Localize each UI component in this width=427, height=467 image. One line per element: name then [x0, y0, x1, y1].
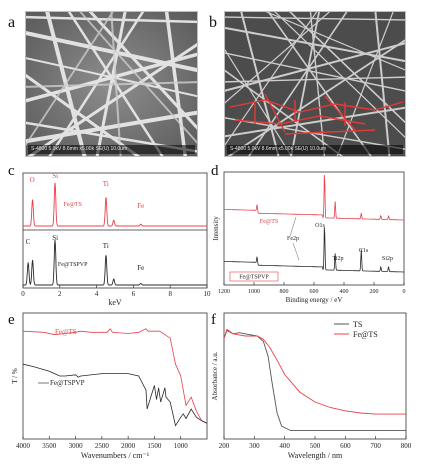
x-tick-label: 400: [340, 289, 349, 295]
eds-series-fe-tspvp: [23, 239, 207, 286]
x-tick-label: 2500: [95, 442, 110, 450]
eds-label-bottom: Fe: [137, 264, 144, 272]
ftir-label-fe-ts: Fe@TS: [55, 328, 77, 336]
plot-frame: [223, 312, 407, 440]
red-fiber-highlights: [229, 93, 404, 135]
ftir-label-fe-tspvp: Fe@TSPVP: [50, 379, 85, 387]
x-tick-label: 0: [21, 290, 25, 298]
xps-chart: 1200 1000 800 600 400 200 0 Binding energy / eV…: [212, 171, 406, 304]
xps-legend-label: Fe@TSPVP: [239, 275, 269, 281]
ftir-series-fe-ts: [22, 328, 208, 424]
eds-label-top: Si: [52, 172, 58, 180]
x-tick-label: 1500: [147, 442, 162, 450]
x-tick-label: 4: [95, 290, 99, 298]
x-tick-label: 800: [401, 442, 412, 450]
x-tick-label: 200: [219, 442, 230, 450]
x-axis-label: Wavelength / nm: [288, 451, 343, 460]
panel-label-d: d: [211, 163, 219, 179]
x-tick-label: 300: [249, 442, 260, 450]
xps-peak-label: O1s: [315, 223, 325, 229]
legend-label: TS: [353, 320, 362, 329]
eds-chart: 0 2 4 6 8 10 keV O Si Ti Fe@TS Fe C Si Ti Fe@TSPVP Fe: [21, 172, 212, 305]
x-axis-label: Wavenumbers / cm⁻¹: [81, 451, 150, 460]
x-tick-label: 6: [132, 290, 136, 298]
y-axis-label: T / %: [11, 368, 19, 384]
x-axis-label: Binding energy / eV: [286, 296, 343, 304]
eds-label-top: Fe: [137, 202, 144, 210]
panel-label-f: f: [211, 312, 216, 328]
eds-series-fe-ts: [23, 182, 207, 227]
eds-label-bottom: Fe@TSPVP: [58, 262, 88, 268]
x-tick-label: 2000: [121, 442, 136, 450]
xps-legend-box: [229, 271, 279, 282]
x-tick-label: 10: [204, 290, 212, 298]
xps-peak-label: C1s: [359, 248, 369, 254]
xps-arrow: [289, 216, 297, 237]
ftir-series-fe-tspvp: [22, 363, 208, 427]
x-tick-label: 1000: [174, 442, 189, 450]
y-axis-label: Absorbance / a.u.: [211, 351, 219, 400]
x-tick-label: 500: [310, 442, 321, 450]
x-tick-label: 1200: [218, 289, 230, 295]
panel-label-c: c: [8, 163, 15, 179]
eds-label-bottom: Si: [52, 234, 58, 242]
plot-frame: [22, 172, 208, 289]
xps-arrow: [292, 242, 300, 261]
ftir-chart: 4000 3500 3000 2500 2000 1500 1000 Wavenumbers …: [11, 312, 208, 460]
plot-frame: [223, 171, 405, 286]
eds-label-top: O: [30, 176, 35, 184]
x-tick-label: 4000: [16, 442, 31, 450]
x-tick-label: 3500: [42, 442, 57, 450]
sem-fibers-b: [225, 12, 405, 156]
eds-label-bottom: C: [26, 238, 31, 246]
sem-scalebar-b: S-4800 5.0kV 8.6mm x5.00k SE(U) 10.0um: [227, 145, 403, 154]
panel-label-a: a: [8, 14, 16, 31]
xps-peak-label: Si2p: [382, 256, 393, 262]
x-tick-label: 8: [168, 290, 172, 298]
panel-label-b: b: [209, 14, 217, 31]
legend-label: Fe@TS: [353, 330, 378, 339]
xps-series-fe-ts: [223, 174, 404, 221]
x-tick-label: 200: [370, 289, 379, 295]
panel-label-e: e: [8, 312, 15, 328]
xps-peak-label: Fe2p: [287, 236, 299, 242]
xps-series-fe-tspvp: [223, 226, 404, 273]
x-tick-label: 0: [403, 289, 406, 295]
x-tick-label: 700: [370, 442, 381, 450]
eds-label-top: Ti: [103, 180, 109, 188]
x-tick-label: 600: [310, 289, 319, 295]
sem-image-a: S-4800 5.0kV 8.6mm x5.00k SE(U) 10.0um: [25, 11, 198, 157]
y-axis-label: Intensity: [212, 216, 220, 241]
xps-peak-label: Ti2p: [332, 256, 343, 262]
x-tick-label: 3000: [69, 442, 84, 450]
x-tick-label: 400: [279, 442, 290, 450]
x-axis-label: keV: [108, 298, 122, 305]
sem-fibers-a: [26, 12, 197, 156]
eds-label-top: Fe@TS: [63, 202, 82, 208]
x-tick-label: 600: [340, 442, 351, 450]
x-tick-label: 800: [280, 289, 289, 295]
sem-scalebar-a: S-4800 5.0kV 8.6mm x5.00k SE(U) 10.0um: [28, 145, 195, 154]
plot-frame: [22, 312, 208, 440]
uvvis-chart: 200 300 400 500 600 700 800 Wavelength / nm Abso…: [211, 312, 412, 460]
sem-image-b: S-4800 5.0kV 8.6mm x5.00k SE(U) 10.0um: [224, 11, 406, 157]
x-tick-label: 2: [58, 290, 62, 298]
xps-peak-label: Fe@TS: [260, 219, 279, 225]
x-tick-label: 1000: [248, 289, 260, 295]
eds-label-bottom: Ti: [103, 242, 109, 250]
uvvis-series-ts: [223, 329, 406, 432]
uvvis-series-fe-ts: [223, 328, 406, 415]
